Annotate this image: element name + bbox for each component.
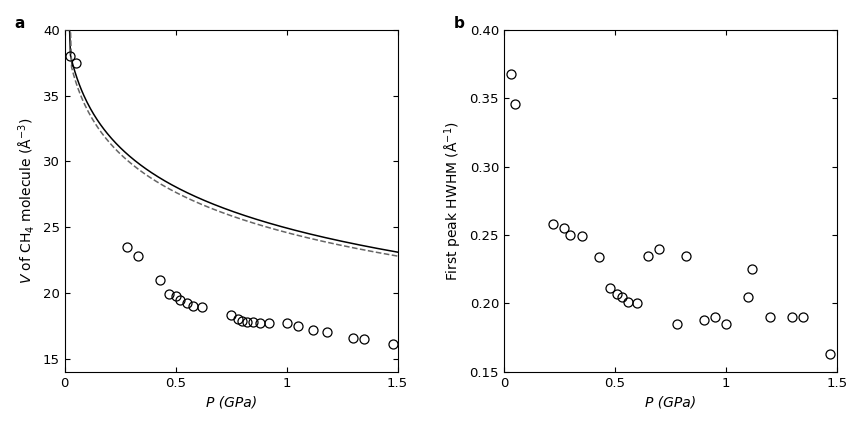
Text: b: b: [454, 16, 465, 31]
X-axis label: P (GPa): P (GPa): [645, 395, 696, 409]
Y-axis label: $V$ of CH$_4$ molecule (Å$^{-3}$): $V$ of CH$_4$ molecule (Å$^{-3}$): [16, 118, 37, 284]
Text: a: a: [15, 16, 25, 31]
X-axis label: P (GPa): P (GPa): [206, 395, 257, 409]
Y-axis label: First peak HWHM (Å$^{-1}$): First peak HWHM (Å$^{-1}$): [443, 121, 464, 281]
